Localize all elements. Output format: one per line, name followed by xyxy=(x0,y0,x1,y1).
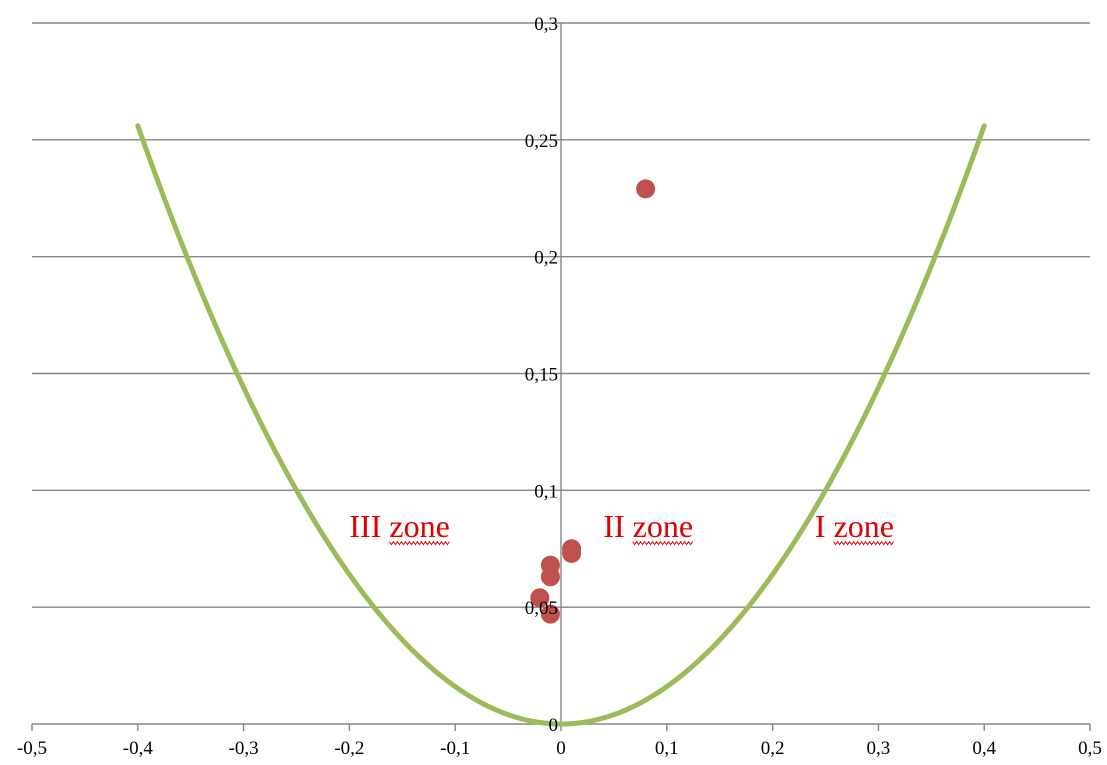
zone-underline xyxy=(632,540,694,546)
y-tick-label: 0,05 xyxy=(525,598,558,619)
x-tick-label: -0,5 xyxy=(17,738,47,759)
data-point xyxy=(540,567,560,587)
data-point xyxy=(562,543,582,563)
zone-underline xyxy=(833,540,895,546)
data-points xyxy=(530,179,656,624)
y-tick-label: 0 xyxy=(549,715,559,736)
zone-label: I zone xyxy=(815,508,894,544)
x-tick-label: 0,5 xyxy=(1078,738,1102,759)
zone-labels: III zone II zone I zone xyxy=(349,508,895,546)
axes xyxy=(31,23,1091,731)
y-tick-label: 0,3 xyxy=(534,14,558,35)
x-tick-label: 0 xyxy=(556,738,566,759)
x-tick-label: -0,4 xyxy=(123,738,154,759)
zone-underline xyxy=(388,540,450,546)
tick-labels: 0 0,05 0,1 0,15 0,2 0,25 0,3 -0,5 -0,4 -0,3 -0,2 -0… xyxy=(17,14,1102,759)
y-tick-label: 0,2 xyxy=(534,248,558,269)
boundary-curve xyxy=(135,123,987,727)
x-tick-label: 0,3 xyxy=(867,738,891,759)
x-tick-label: 0,1 xyxy=(655,738,679,759)
data-point xyxy=(540,604,560,624)
curve-layer xyxy=(135,123,987,727)
data-point xyxy=(530,588,550,608)
x-tick-label: -0,1 xyxy=(440,738,470,759)
x-tick-label: 0,4 xyxy=(972,738,996,759)
zone-label: III zone xyxy=(349,508,449,544)
x-tick-label: -0,3 xyxy=(229,738,259,759)
data-point xyxy=(636,179,656,199)
y-tick-label: 0,15 xyxy=(525,365,558,386)
zone-label: II zone xyxy=(603,508,693,544)
x-tick-label: -0,2 xyxy=(334,738,364,759)
x-tick-label: 0,2 xyxy=(761,738,785,759)
y-tick-label: 0,25 xyxy=(525,131,558,152)
y-tick-label: 0,1 xyxy=(534,481,558,502)
